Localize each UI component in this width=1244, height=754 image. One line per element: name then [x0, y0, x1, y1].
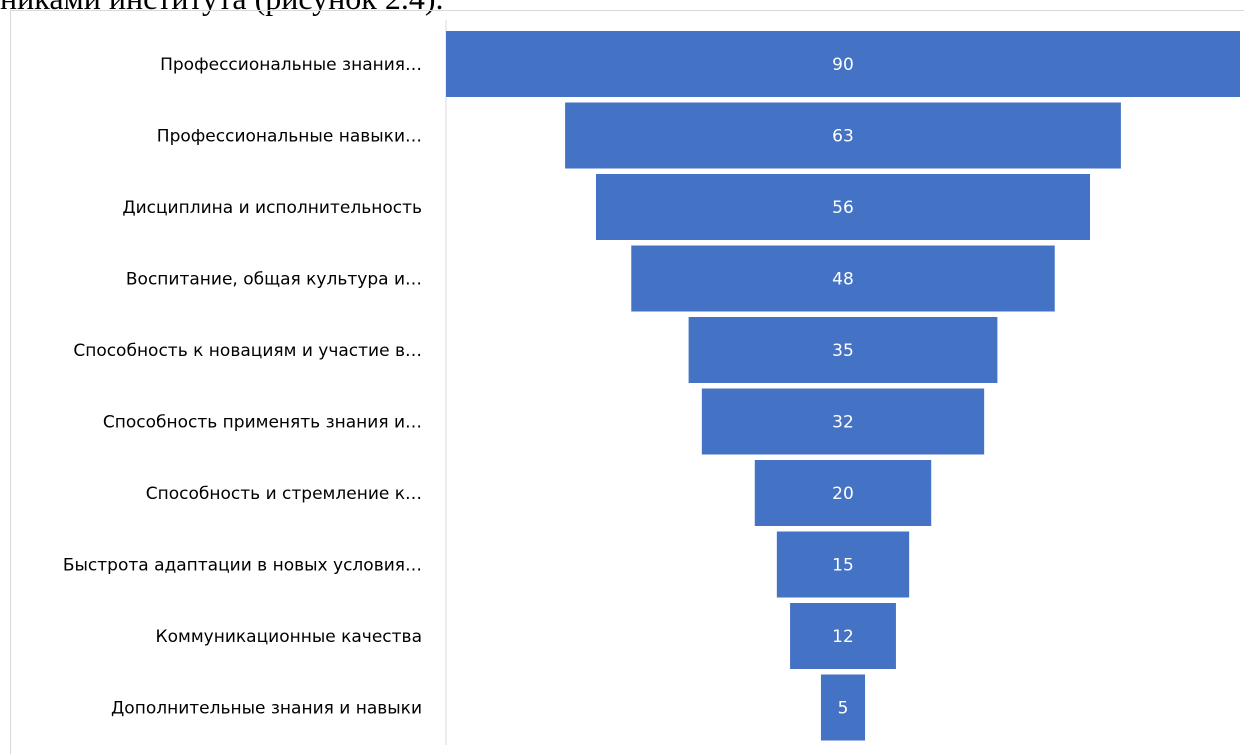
- data-label: 56: [832, 198, 854, 218]
- category-label: Коммуникационные качества: [156, 627, 422, 647]
- funnel-bar: [701, 388, 985, 455]
- data-label: 63: [832, 127, 854, 147]
- category-label: Способность применять знания и…: [103, 413, 422, 433]
- category-label: Дисциплина и исполнительность: [122, 198, 422, 218]
- data-label: 12: [832, 627, 854, 647]
- funnel-bar: [820, 674, 866, 741]
- funnel-bar: [688, 317, 998, 383]
- data-label: 5: [838, 699, 849, 719]
- data-label: 90: [832, 55, 854, 75]
- funnel-bar: [754, 460, 932, 526]
- page-text-fragment: никами института (рисунок 2.4).: [0, 0, 1244, 18]
- funnel-bar: [446, 31, 1240, 97]
- category-label: Воспитание, общая культура и…: [126, 270, 422, 290]
- bars-group: 90 63 56 48 35 32 20 15 12 5: [446, 31, 1240, 741]
- category-labels-group: Профессиональные знания… Профессиональные…: [63, 55, 422, 719]
- data-label: 20: [832, 484, 854, 504]
- category-label: Способность и стремление к…: [146, 484, 422, 504]
- data-label: 35: [832, 341, 854, 361]
- funnel-bar: [790, 603, 896, 669]
- data-label: 15: [832, 556, 854, 576]
- category-label: Профессиональные знания…: [160, 55, 422, 75]
- category-label: Профессиональные навыки…: [157, 127, 422, 147]
- funnel-bar: [595, 174, 1091, 240]
- data-label: 48: [832, 270, 854, 290]
- category-label: Дополнительные знания и навыки: [111, 699, 422, 719]
- funnel-bar: [565, 102, 1121, 169]
- chart-frame: [10, 10, 1244, 754]
- data-label: 32: [832, 413, 854, 433]
- category-label: Быстрота адаптации в новых условия…: [63, 556, 422, 576]
- funnel-bar: [776, 531, 910, 598]
- category-label: Способность к новациям и участие в…: [73, 341, 422, 361]
- funnel-bar: [631, 245, 1055, 312]
